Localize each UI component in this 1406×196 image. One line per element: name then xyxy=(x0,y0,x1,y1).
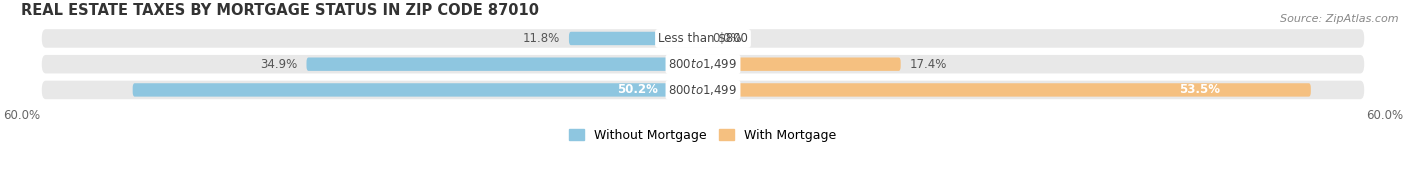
Text: 11.8%: 11.8% xyxy=(523,32,560,45)
Text: 34.9%: 34.9% xyxy=(260,58,298,71)
FancyBboxPatch shape xyxy=(703,83,1310,97)
Text: Source: ZipAtlas.com: Source: ZipAtlas.com xyxy=(1281,14,1399,24)
Text: 53.5%: 53.5% xyxy=(1178,83,1219,96)
Text: REAL ESTATE TAXES BY MORTGAGE STATUS IN ZIP CODE 87010: REAL ESTATE TAXES BY MORTGAGE STATUS IN … xyxy=(21,3,540,18)
Text: 17.4%: 17.4% xyxy=(910,58,948,71)
Text: $800 to $1,499: $800 to $1,499 xyxy=(668,83,738,97)
Text: $800 to $1,499: $800 to $1,499 xyxy=(668,57,738,71)
FancyBboxPatch shape xyxy=(42,55,1364,74)
Legend: Without Mortgage, With Mortgage: Without Mortgage, With Mortgage xyxy=(564,124,842,147)
FancyBboxPatch shape xyxy=(569,32,703,45)
FancyBboxPatch shape xyxy=(132,83,703,97)
FancyBboxPatch shape xyxy=(42,29,1364,48)
FancyBboxPatch shape xyxy=(703,57,901,71)
Text: 50.2%: 50.2% xyxy=(617,83,658,96)
FancyBboxPatch shape xyxy=(307,57,703,71)
Text: 0.0%: 0.0% xyxy=(711,32,742,45)
Text: Less than $800: Less than $800 xyxy=(658,32,748,45)
FancyBboxPatch shape xyxy=(42,81,1364,99)
